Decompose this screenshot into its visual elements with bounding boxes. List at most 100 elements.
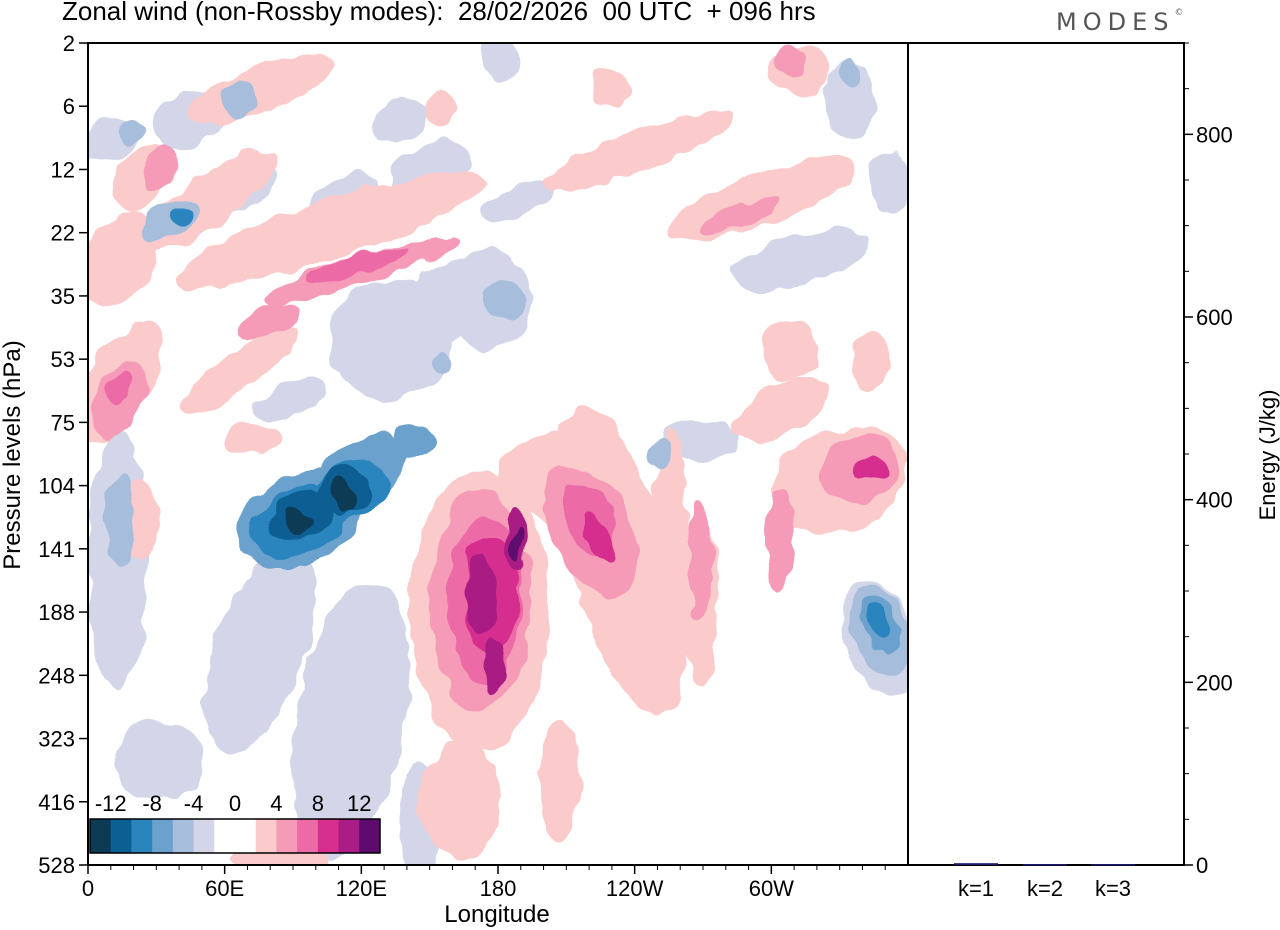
colorbar-tick-label: 4 <box>270 791 282 816</box>
x-tick-label: 120W <box>606 876 664 901</box>
y-axis: 2 6 12 22 35 53 75 104 141 188 248 323 416 528 <box>38 31 88 878</box>
y-tick-label: 104 <box>38 474 75 499</box>
westerly-contour <box>510 527 522 563</box>
easterly-contour <box>840 60 860 90</box>
easterly-contour <box>430 348 450 372</box>
westerly-contour <box>462 555 498 635</box>
y-tick-label: 6 <box>63 94 75 119</box>
easterly-contour <box>170 207 190 223</box>
x-axis-label: Longitude <box>444 901 549 928</box>
y-tick-label: 188 <box>38 600 75 625</box>
westerly-contour <box>760 320 820 380</box>
colorbar-swatch <box>131 819 153 853</box>
easterly-contour <box>330 475 358 515</box>
easterly-contour <box>372 97 428 143</box>
colorbar-swatch <box>152 819 174 853</box>
colorbar-frame <box>89 818 381 854</box>
colorbar-tick-label: -12 <box>95 791 127 816</box>
westerly-contour <box>241 302 299 338</box>
x-tick-label: 60E <box>205 876 244 901</box>
energy-tick-label: 0 <box>1196 853 1208 878</box>
westerly-contour <box>590 70 630 110</box>
easterly-contour <box>482 180 558 220</box>
westerly-contour <box>142 146 178 194</box>
energy-bar-k=1 <box>954 863 998 865</box>
y-tick-label: 141 <box>38 537 75 562</box>
westerly-contour <box>733 379 827 441</box>
colorbar-swatch <box>359 819 381 853</box>
easterly-contour <box>650 440 670 470</box>
easterly-contour <box>106 475 134 565</box>
colorbar-swatch <box>338 819 360 853</box>
colorbar-swatch <box>110 819 132 853</box>
easterly-contour <box>203 545 317 755</box>
westerly-contour <box>485 635 505 695</box>
brand-logo: MODES© <box>1056 8 1184 36</box>
easterly-contour <box>485 280 525 320</box>
energy-bar-label: k=1 <box>958 876 994 901</box>
y-tick-label: 12 <box>51 157 75 182</box>
colorbar-tick-label: 0 <box>229 791 241 816</box>
energy-bar-k=2 <box>1023 864 1067 866</box>
easterly-contour <box>115 720 205 800</box>
westerly-contour <box>88 213 160 307</box>
colorbar-swatch <box>317 819 340 853</box>
y-tick-label: 323 <box>38 727 75 752</box>
westerly-contour <box>108 373 132 407</box>
energy-bar-k=3 <box>1091 864 1135 866</box>
energy-bar-label: k=2 <box>1027 876 1063 901</box>
y-tick-label: 528 <box>38 853 75 878</box>
easterly-contour <box>870 150 908 210</box>
easterly-contour <box>290 581 410 859</box>
x-tick-label: 60W <box>749 876 794 901</box>
y-tick-label: 53 <box>51 347 75 372</box>
westerly-contour <box>177 172 483 288</box>
westerly-contour <box>220 425 280 455</box>
energy-axis-label: Energy (J/kg) <box>1255 390 1280 521</box>
westerly-contour <box>650 430 690 710</box>
colorbar-swatch <box>172 819 195 853</box>
y-tick-label: 75 <box>51 410 75 435</box>
colorbar-swatch <box>214 819 236 853</box>
easterly-contour <box>252 380 328 420</box>
energy-tick-label: 200 <box>1196 670 1233 695</box>
colorbar-swatch <box>276 819 298 853</box>
easterly-contour <box>115 118 145 142</box>
easterly-contour <box>732 229 868 291</box>
colorbar-swatch <box>235 819 257 853</box>
x-axis: 0 60E 120E 180 120W 60W <box>82 865 886 901</box>
colorbar-tick-label: 12 <box>347 791 371 816</box>
westerly-contour <box>420 740 500 860</box>
westerly-contour <box>184 55 336 125</box>
colorbar: -12 -8 -4 0 4 8 12 <box>89 791 381 854</box>
westerly-contour <box>181 326 299 414</box>
easterly-contour <box>282 510 310 534</box>
easterly-contour <box>225 80 255 120</box>
x-tick-label: 180 <box>480 876 517 901</box>
energy-tick-label: 800 <box>1196 122 1233 147</box>
y-tick-label: 35 <box>51 284 75 309</box>
westerly-contour <box>307 245 413 285</box>
energy-tick-label: 600 <box>1196 305 1233 330</box>
westerly-contour <box>765 490 795 590</box>
westerly-contour <box>850 330 890 390</box>
colorbar-tick-label: 8 <box>312 791 324 816</box>
y-axis-label: Pressure levels (hPa) <box>0 340 26 569</box>
westerly-contour <box>583 514 617 566</box>
energy-tick-label: 400 <box>1196 488 1233 513</box>
energy-bar-label: k=3 <box>1095 876 1131 901</box>
y-tick-label: 416 <box>38 790 75 815</box>
colorbar-tick-label: -4 <box>184 791 204 816</box>
x-tick-label: 120E <box>336 876 387 901</box>
y-tick-label: 2 <box>63 31 75 56</box>
energy-axes-frame <box>907 42 1185 866</box>
easterly-contour <box>480 43 520 80</box>
westerly-contour <box>688 500 712 620</box>
colorbar-tick-label: -8 <box>142 791 162 816</box>
energy-axis: 0 200 400 600 800 <box>1184 42 1233 878</box>
colorbar-swatch <box>90 819 112 853</box>
energy-bars: k=1 k=2 k=3 <box>954 863 1135 901</box>
y-tick-label: 248 <box>38 663 75 688</box>
brand-text: MODES <box>1056 8 1175 36</box>
westerly-contour <box>425 90 455 130</box>
